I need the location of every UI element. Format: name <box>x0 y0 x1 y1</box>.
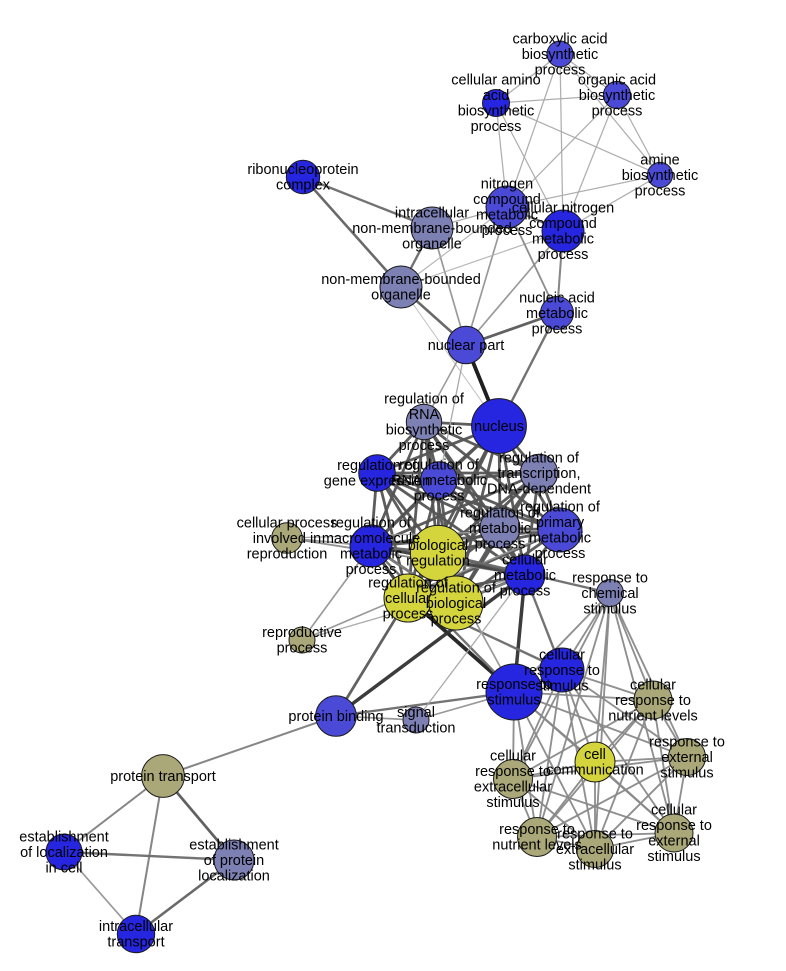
svg-text:process: process <box>592 103 643 119</box>
svg-text:response to: response to <box>524 663 600 679</box>
svg-text:nucleic acid: nucleic acid <box>519 290 595 306</box>
svg-text:response to: response to <box>572 570 648 586</box>
svg-text:macromolecule: macromolecule <box>322 531 420 547</box>
svg-text:transcription,: transcription, <box>497 466 580 482</box>
svg-text:non-membrane-bounded: non-membrane-bounded <box>352 221 512 237</box>
svg-text:response to: response to <box>649 734 725 750</box>
svg-text:cellular: cellular <box>539 647 585 663</box>
svg-text:establishment: establishment <box>189 837 278 853</box>
svg-text:process: process <box>500 583 551 599</box>
svg-text:process: process <box>414 488 465 504</box>
svg-text:external: external <box>661 750 713 766</box>
svg-text:localization: localization <box>198 868 270 884</box>
svg-text:regulation of: regulation of <box>416 580 497 596</box>
svg-text:nuclear part: nuclear part <box>428 338 505 354</box>
svg-text:response to: response to <box>475 764 551 780</box>
svg-text:stimulus: stimulus <box>487 693 540 709</box>
svg-text:regulation of: regulation of <box>520 500 601 516</box>
svg-text:biosynthetic: biosynthetic <box>579 88 656 104</box>
svg-text:stimulus: stimulus <box>583 601 636 617</box>
svg-text:signal: signal <box>397 705 435 721</box>
svg-text:biosynthetic: biosynthetic <box>622 168 699 184</box>
svg-text:response to: response to <box>557 826 633 842</box>
svg-text:cellular process: cellular process <box>237 515 338 531</box>
svg-text:stimulus: stimulus <box>660 765 713 781</box>
svg-text:extracellular: extracellular <box>474 780 552 796</box>
svg-text:process: process <box>277 641 328 657</box>
svg-text:nutrient levels: nutrient levels <box>608 708 697 724</box>
svg-text:establishment: establishment <box>19 829 108 845</box>
svg-text:stimulus: stimulus <box>535 678 588 694</box>
svg-text:chemical: chemical <box>581 586 638 602</box>
svg-text:regulation: regulation <box>406 554 470 570</box>
svg-text:cellular: cellular <box>490 749 536 765</box>
svg-text:RNA metabolic: RNA metabolic <box>391 473 487 489</box>
svg-text:process: process <box>431 611 482 627</box>
svg-text:DNA-dependent: DNA-dependent <box>487 481 591 497</box>
svg-text:carboxylic acid: carboxylic acid <box>512 31 607 47</box>
svg-text:acid: acid <box>483 88 510 104</box>
svg-text:regulation of: regulation of <box>399 457 480 473</box>
svg-text:non-membrane-bounded: non-membrane-bounded <box>321 272 481 288</box>
svg-text:process: process <box>475 536 526 552</box>
svg-text:metabolic: metabolic <box>529 531 591 547</box>
svg-text:nitrogen: nitrogen <box>481 177 533 193</box>
svg-text:stimulus: stimulus <box>486 795 539 811</box>
svg-text:organic acid: organic acid <box>578 72 656 88</box>
svg-text:cellular: cellular <box>630 677 676 693</box>
svg-text:metabolic: metabolic <box>469 521 531 537</box>
svg-text:process: process <box>471 119 522 135</box>
svg-text:in cell: in cell <box>45 860 82 876</box>
svg-text:of protein: of protein <box>204 853 264 869</box>
svg-text:extracellular: extracellular <box>556 842 634 858</box>
svg-text:regulation of: regulation of <box>499 450 580 466</box>
svg-text:organelle: organelle <box>371 288 431 304</box>
svg-text:protein transport: protein transport <box>110 769 216 785</box>
svg-text:intracellular: intracellular <box>99 919 173 935</box>
svg-text:reproduction: reproduction <box>247 546 328 562</box>
svg-text:metabolic: metabolic <box>526 306 588 322</box>
svg-text:stimulus: stimulus <box>647 849 700 865</box>
svg-text:process: process <box>399 438 450 454</box>
svg-text:cellular: cellular <box>651 803 697 819</box>
svg-text:intracellular: intracellular <box>395 205 469 221</box>
svg-text:cellular: cellular <box>502 552 548 568</box>
svg-text:metabolic: metabolic <box>340 547 402 563</box>
svg-text:metabolic: metabolic <box>494 568 556 584</box>
svg-text:cellular nitrogen: cellular nitrogen <box>512 201 614 217</box>
svg-text:nucleus: nucleus <box>474 419 524 435</box>
svg-text:external: external <box>648 834 700 850</box>
svg-text:regulation of: regulation of <box>331 516 412 532</box>
svg-text:biological: biological <box>408 538 468 554</box>
svg-text:complex: complex <box>276 178 331 194</box>
svg-text:organelle: organelle <box>402 236 462 252</box>
svg-text:involved in: involved in <box>253 531 322 547</box>
svg-text:biosynthetic: biosynthetic <box>522 47 599 63</box>
svg-text:cellular amino: cellular amino <box>451 73 540 89</box>
svg-text:protein binding: protein binding <box>288 709 383 725</box>
svg-text:compound: compound <box>529 216 597 232</box>
svg-text:biosynthetic: biosynthetic <box>458 104 535 120</box>
svg-text:regulation of: regulation of <box>384 392 465 408</box>
svg-text:biological: biological <box>426 596 486 612</box>
svg-text:stimulus: stimulus <box>568 857 621 873</box>
svg-text:RNA: RNA <box>409 407 440 423</box>
svg-text:process: process <box>635 183 686 199</box>
svg-text:metabolic: metabolic <box>532 232 594 248</box>
svg-text:primary: primary <box>536 515 585 531</box>
svg-text:reproductive: reproductive <box>262 625 342 641</box>
svg-text:amine: amine <box>640 152 680 168</box>
svg-text:biosynthetic: biosynthetic <box>386 423 463 439</box>
svg-text:of localization: of localization <box>20 845 108 861</box>
svg-text:process: process <box>532 321 583 337</box>
svg-text:communication: communication <box>546 763 644 779</box>
svg-text:process: process <box>538 247 589 263</box>
svg-text:cell: cell <box>584 747 606 763</box>
svg-text:transport: transport <box>107 935 164 951</box>
svg-text:ribonucleoprotein: ribonucleoprotein <box>247 162 358 178</box>
svg-text:response to: response to <box>615 693 691 709</box>
svg-text:response to: response to <box>636 818 712 834</box>
svg-text:transduction: transduction <box>377 721 456 737</box>
